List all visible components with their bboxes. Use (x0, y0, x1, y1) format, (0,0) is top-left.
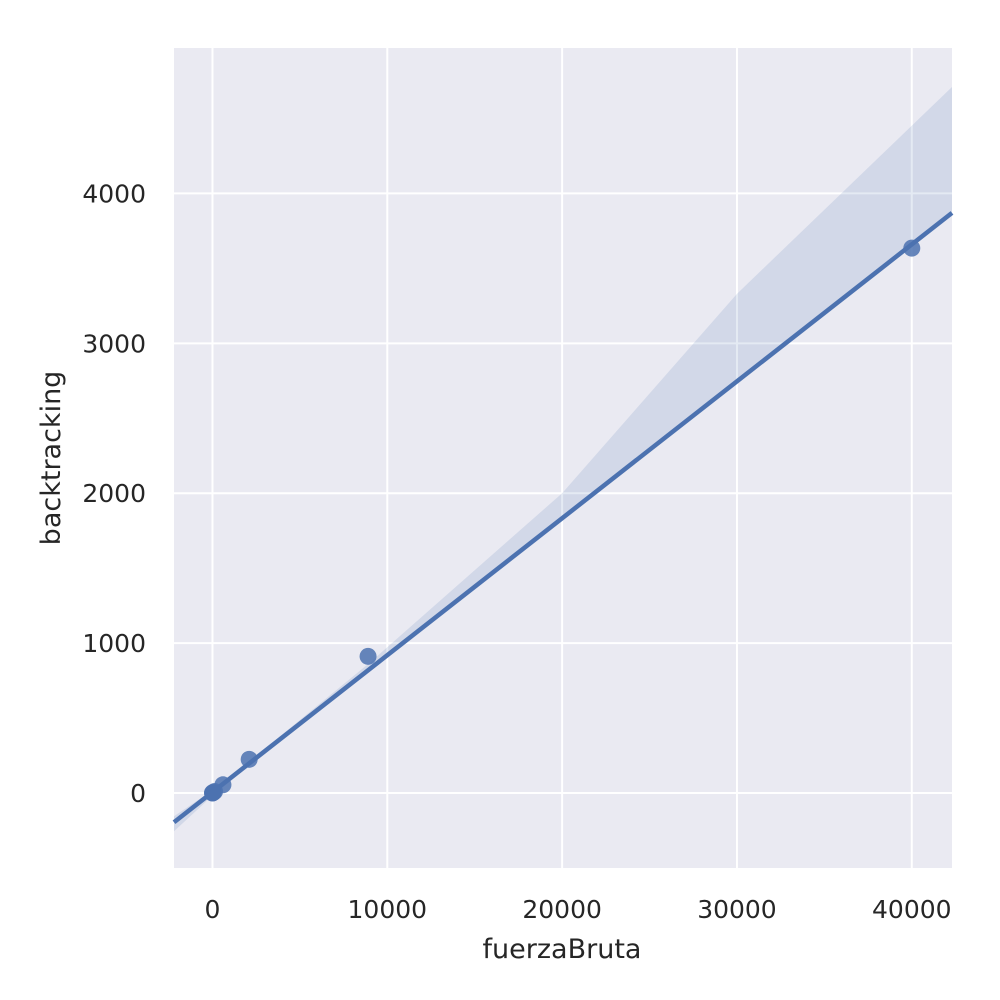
y-tick-label: 0 (130, 779, 146, 808)
x-axis-label: fuerzaBruta (483, 934, 642, 965)
x-tick-label: 10000 (348, 895, 428, 924)
y-axis-label: backtracking (36, 371, 67, 546)
y-tick-label: 3000 (82, 329, 146, 358)
y-tick-label: 1000 (82, 629, 146, 658)
x-tick-label: 0 (205, 895, 221, 924)
x-tick-label: 30000 (697, 895, 777, 924)
x-tick-labels: 0 10000 20000 30000 40000 (205, 895, 952, 924)
x-tick-label: 40000 (872, 895, 952, 924)
y-tick-labels: 0 1000 2000 3000 4000 (82, 179, 146, 808)
data-point (359, 647, 377, 665)
y-tick-label: 4000 (82, 179, 146, 208)
y-tick-label: 2000 (82, 479, 146, 508)
x-tick-label: 20000 (522, 895, 602, 924)
regression-line (172, 211, 954, 825)
grid-lines (174, 48, 952, 868)
data-point (240, 750, 258, 768)
